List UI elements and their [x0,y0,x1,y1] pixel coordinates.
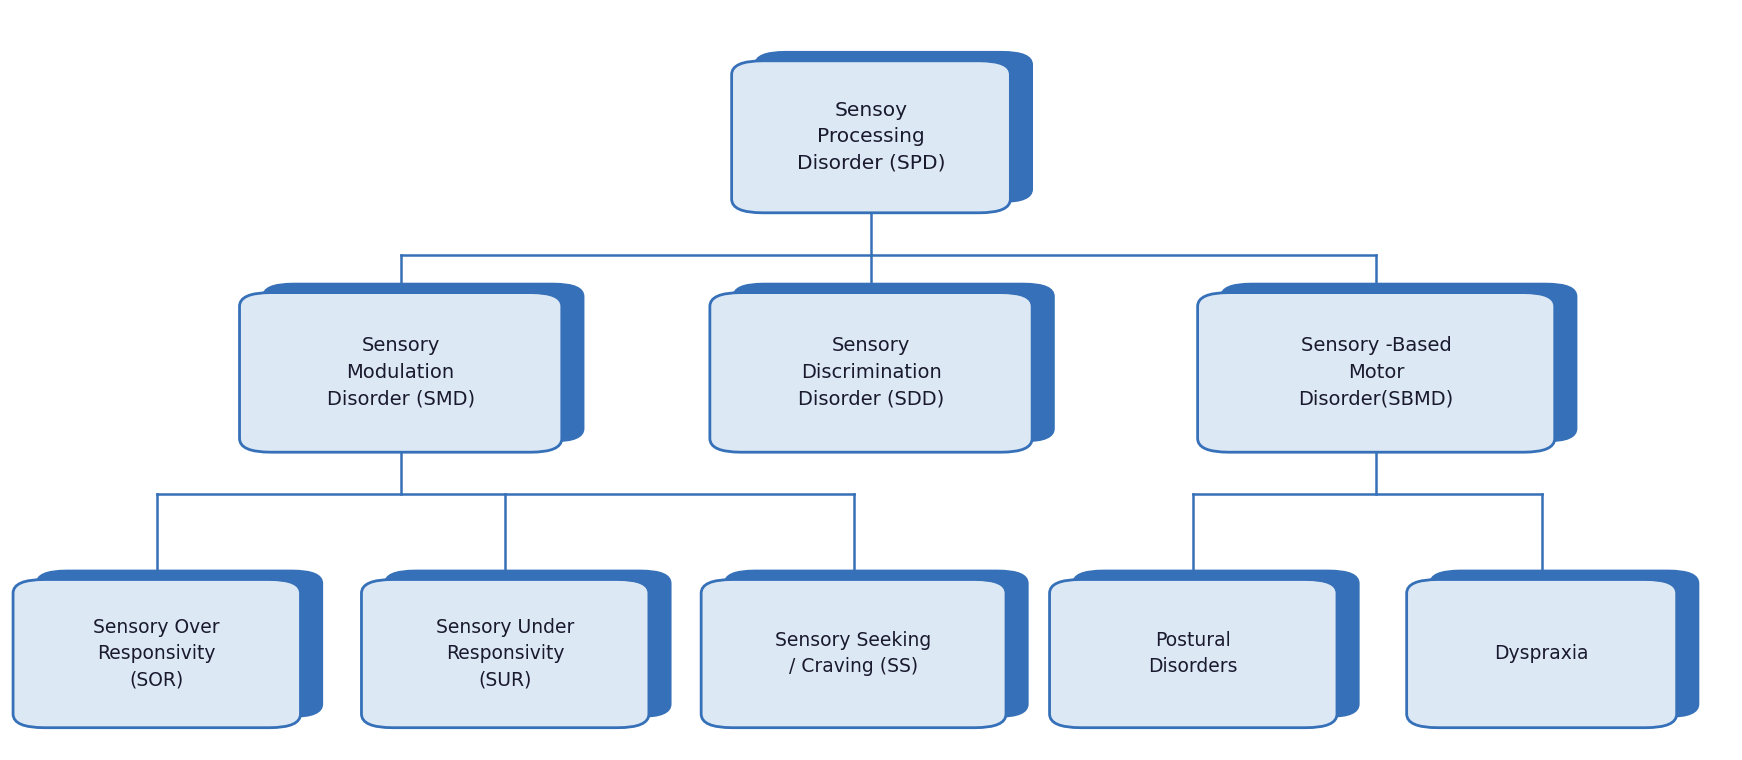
FancyBboxPatch shape [732,283,1054,442]
Text: Sensory Over
Responsivity
(SOR): Sensory Over Responsivity (SOR) [94,618,219,689]
Text: Sensory -Based
Motor
Disorder(SBMD): Sensory -Based Motor Disorder(SBMD) [1298,337,1455,408]
FancyBboxPatch shape [732,61,1010,213]
FancyBboxPatch shape [1049,579,1338,728]
FancyBboxPatch shape [35,570,322,717]
Text: Dyspraxia: Dyspraxia [1495,644,1589,663]
Text: Sensory Under
Responsivity
(SUR): Sensory Under Responsivity (SUR) [436,618,575,689]
FancyBboxPatch shape [1073,570,1361,717]
FancyBboxPatch shape [240,293,561,452]
FancyBboxPatch shape [700,579,1005,728]
FancyBboxPatch shape [754,51,1033,203]
FancyBboxPatch shape [12,579,300,728]
FancyBboxPatch shape [261,283,585,442]
FancyBboxPatch shape [1219,283,1577,442]
FancyBboxPatch shape [1408,579,1676,728]
FancyBboxPatch shape [383,570,671,717]
Text: Postural
Disorders: Postural Disorders [1148,631,1239,676]
FancyBboxPatch shape [709,293,1031,452]
Text: Sensory Seeking
/ Craving (SS): Sensory Seeking / Craving (SS) [775,631,932,676]
Text: Sensory
Discrimination
Disorder (SDD): Sensory Discrimination Disorder (SDD) [798,337,944,408]
FancyBboxPatch shape [1198,293,1554,452]
Text: Sensory
Modulation
Disorder (SMD): Sensory Modulation Disorder (SMD) [326,337,476,408]
FancyBboxPatch shape [725,570,1028,717]
FancyBboxPatch shape [1428,570,1700,717]
FancyBboxPatch shape [361,579,648,728]
Text: Sensoy
Processing
Disorder (SPD): Sensoy Processing Disorder (SPD) [796,101,946,173]
